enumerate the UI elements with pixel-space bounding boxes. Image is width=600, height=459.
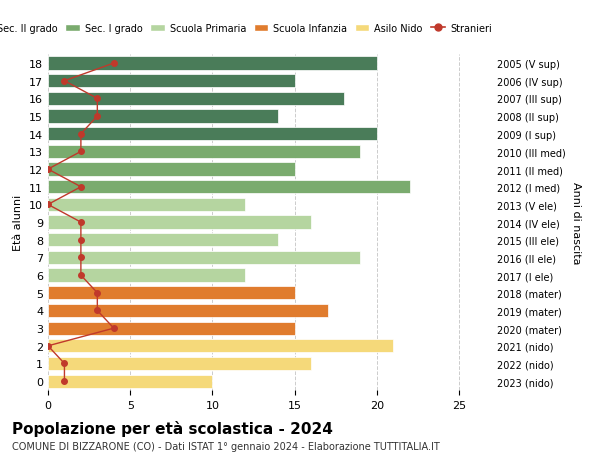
Bar [48,146,361,159]
Bar [48,375,212,388]
Y-axis label: Anni di nascita: Anni di nascita [571,181,581,264]
Bar [48,340,394,353]
Bar [48,216,311,229]
Bar [48,128,377,141]
Bar [48,304,328,318]
Legend: Sec. II grado, Sec. I grado, Scuola Primaria, Scuola Infanzia, Asilo Nido, Stran: Sec. II grado, Sec. I grado, Scuola Prim… [0,20,496,38]
Bar [48,198,245,212]
Bar [48,93,344,106]
Bar [48,286,295,300]
Y-axis label: Età alunni: Età alunni [13,195,23,251]
Bar [48,234,278,247]
Bar [48,110,278,123]
Bar [48,163,295,176]
Text: Popolazione per età scolastica - 2024: Popolazione per età scolastica - 2024 [12,420,333,436]
Bar [48,57,377,71]
Bar [48,269,245,282]
Bar [48,181,410,194]
Text: COMUNE DI BIZZARONE (CO) - Dati ISTAT 1° gennaio 2024 - Elaborazione TUTTITALIA.: COMUNE DI BIZZARONE (CO) - Dati ISTAT 1°… [12,441,440,451]
Bar [48,357,311,370]
Bar [48,251,361,264]
Bar [48,75,295,88]
Bar [48,322,295,335]
